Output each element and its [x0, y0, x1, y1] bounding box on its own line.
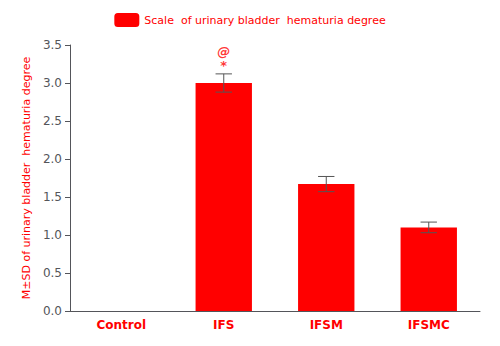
svg-text:IFSM: IFSM: [310, 318, 343, 332]
svg-text:*: *: [220, 58, 227, 73]
svg-text:Control: Control: [96, 318, 146, 332]
svg-text:2.0: 2.0: [43, 152, 62, 166]
svg-text:IFSMC: IFSMC: [408, 318, 450, 332]
svg-text:0.0: 0.0: [43, 304, 62, 318]
svg-text:Scale of urinary bladder hem: Scale of urinary bladder hematuria degre…: [144, 14, 386, 27]
svg-text:1.0: 1.0: [43, 228, 62, 242]
svg-text:M±SD of urinary bladder hemat: M±SD of urinary bladder hematuria degree: [20, 57, 33, 300]
svg-text:3.0: 3.0: [43, 76, 62, 90]
svg-text:@: @: [217, 44, 230, 59]
svg-text:2.5: 2.5: [43, 114, 62, 128]
svg-text:0.5: 0.5: [43, 266, 62, 280]
svg-text:1.5: 1.5: [43, 190, 62, 204]
svg-text:IFS: IFS: [213, 318, 234, 332]
svg-text:3.5: 3.5: [43, 38, 62, 52]
